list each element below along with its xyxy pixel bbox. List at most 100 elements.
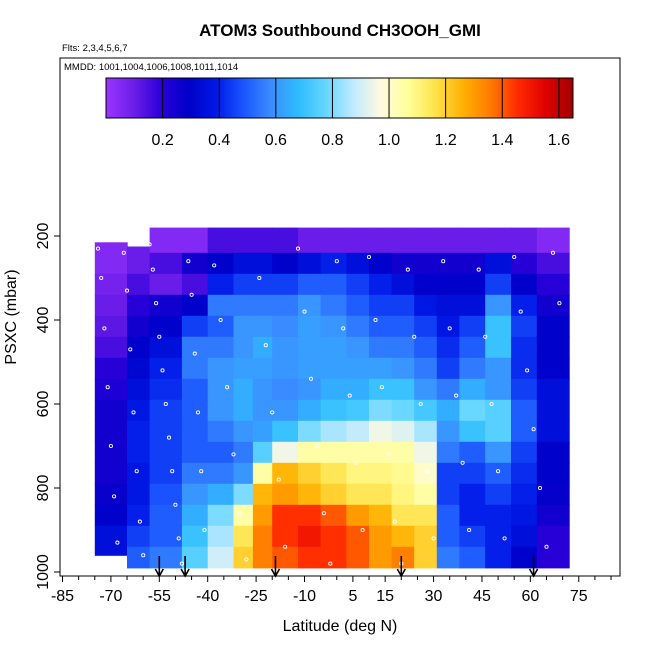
heatmap-cell bbox=[320, 546, 347, 569]
heatmap-cell bbox=[511, 504, 538, 527]
heatmap-cell bbox=[233, 420, 254, 443]
plot-frame bbox=[59, 57, 621, 577]
heatmap-cell bbox=[414, 252, 438, 275]
heatmap-cell bbox=[207, 483, 235, 506]
heatmap-cell bbox=[485, 357, 512, 380]
heatmap-cell bbox=[320, 504, 347, 527]
heatmap-cell bbox=[298, 441, 322, 464]
track-point bbox=[321, 511, 326, 516]
heatmap-cell bbox=[252, 546, 273, 569]
track-point bbox=[189, 292, 194, 297]
heatmap-cell bbox=[436, 546, 460, 569]
heatmap-cell bbox=[414, 227, 438, 254]
heatmap-cell bbox=[298, 420, 322, 443]
heatmap-cell bbox=[252, 483, 273, 506]
heatmap-cell bbox=[436, 227, 460, 254]
dates-label: MMDD: 1001,1004,1006,1008,1011,1014 bbox=[64, 62, 238, 73]
track-point bbox=[195, 410, 201, 415]
heatmap-cell bbox=[369, 315, 393, 338]
heatmap-cell bbox=[94, 441, 128, 464]
track-point bbox=[154, 301, 159, 306]
heatmap-cell bbox=[320, 420, 347, 443]
track-point bbox=[373, 317, 378, 323]
heatmap-cell bbox=[369, 336, 393, 359]
heatmap-cell bbox=[127, 378, 151, 401]
heatmap-cell bbox=[536, 294, 570, 317]
heatmap-cell bbox=[207, 420, 235, 443]
heatmap-cell bbox=[94, 399, 128, 422]
heatmap-cell bbox=[272, 441, 299, 464]
heatmap-cell bbox=[536, 462, 570, 485]
heatmap-cell bbox=[511, 336, 538, 359]
heatmap-cell bbox=[94, 462, 128, 485]
heatmap-cell bbox=[181, 483, 209, 506]
heatmap-cell bbox=[320, 294, 347, 317]
heatmap-cell bbox=[272, 336, 299, 359]
heatmap-cell bbox=[127, 294, 151, 317]
heatmap-cell bbox=[414, 399, 438, 422]
colorbar-gradient bbox=[105, 77, 574, 119]
heatmap-cell bbox=[272, 504, 299, 527]
heatmap-cell bbox=[298, 315, 322, 338]
heatmap-cell bbox=[485, 399, 512, 422]
heatmap-cell bbox=[233, 546, 254, 569]
x-axis-label: Latitude (deg N) bbox=[283, 618, 398, 635]
heatmap-cell bbox=[346, 252, 370, 275]
heatmap-cell bbox=[320, 525, 347, 548]
track-point bbox=[99, 275, 104, 281]
heatmap-cell bbox=[369, 227, 393, 254]
heatmap-cell bbox=[391, 378, 415, 401]
heatmap-cell bbox=[207, 273, 235, 296]
heatmap-cell bbox=[233, 336, 254, 359]
x-tick-label: -55 bbox=[148, 588, 171, 605]
heatmap-cell bbox=[459, 504, 486, 527]
heatmap-cell bbox=[207, 462, 235, 485]
heatmap-cell bbox=[233, 504, 254, 527]
track-point bbox=[257, 275, 262, 281]
heatmap-cell bbox=[459, 227, 486, 254]
heatmap-cell bbox=[127, 546, 151, 569]
heatmap-cell bbox=[181, 357, 209, 380]
track-point bbox=[128, 347, 133, 352]
heatmap-cell bbox=[181, 315, 209, 338]
heatmap-cell bbox=[391, 399, 415, 422]
x-tick-label: 15 bbox=[376, 588, 394, 605]
heatmap-cell bbox=[320, 483, 347, 506]
heatmap-cell bbox=[485, 273, 512, 296]
track-point bbox=[225, 385, 230, 390]
heatmap-cell bbox=[207, 399, 235, 422]
heatmap-cell bbox=[298, 546, 322, 569]
flights-label: Flts: 2,3,4,5,6,7 bbox=[62, 43, 127, 54]
heatmap-cell bbox=[233, 462, 254, 485]
heatmap-cell bbox=[536, 378, 570, 401]
heatmap-cell bbox=[536, 357, 570, 380]
heatmap-cell bbox=[459, 399, 486, 422]
track-point bbox=[392, 519, 397, 524]
heatmap-cell bbox=[346, 227, 370, 254]
heatmap-cell bbox=[272, 483, 299, 506]
heatmap-cell bbox=[414, 504, 438, 527]
heatmap-cell bbox=[536, 315, 570, 338]
heatmap-cell bbox=[94, 483, 128, 506]
heatmap-cell bbox=[252, 420, 273, 443]
heatmap-cell bbox=[346, 441, 370, 464]
heatmap-cell bbox=[414, 525, 438, 548]
heatmap-cell bbox=[346, 399, 370, 422]
heatmap-cell bbox=[511, 273, 538, 296]
heatmap-cell bbox=[459, 336, 486, 359]
heatmap-cell bbox=[436, 504, 460, 527]
track-point bbox=[483, 334, 488, 339]
track-point bbox=[418, 401, 423, 407]
heatmap-cell bbox=[485, 483, 512, 506]
track-point bbox=[341, 326, 346, 331]
x-tick-label: 60 bbox=[521, 588, 539, 605]
heatmap-cell bbox=[436, 315, 460, 338]
heatmap-cell bbox=[272, 462, 299, 485]
y-tick-label: 800 bbox=[35, 475, 52, 502]
heatmap-cell bbox=[459, 378, 486, 401]
colorbar-tick-label: 1.4 bbox=[491, 132, 513, 149]
heatmap-cell bbox=[414, 420, 438, 443]
heatmap-cell bbox=[233, 483, 254, 506]
x-tick-label: -70 bbox=[99, 588, 122, 605]
heatmap-cell bbox=[536, 399, 570, 422]
